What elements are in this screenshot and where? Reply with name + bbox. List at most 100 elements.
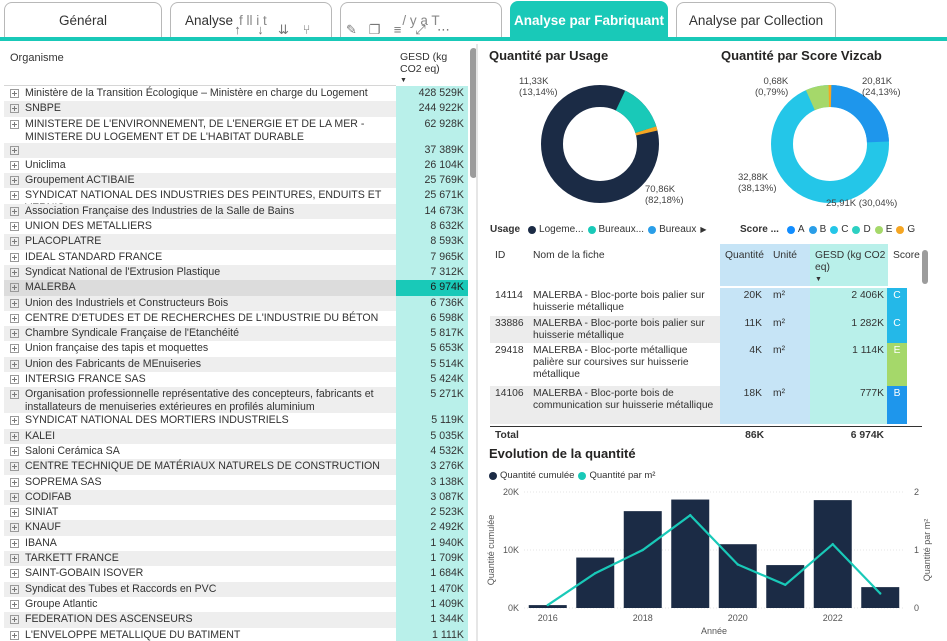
table-row[interactable]: UNION DES METALLIERS 8 632K [4,219,468,235]
expand-icon[interactable] [10,267,19,277]
expand-icon[interactable] [10,104,19,114]
copy-icon[interactable]: ❐ [368,22,381,37]
expand-icon[interactable] [10,599,19,609]
focus-mode-icon[interactable]: ⤢ [415,22,426,37]
legend-next-icon[interactable]: ▶ [700,225,707,234]
table-row[interactable]: SYNDICAT NATIONAL DES INDUSTRIES DES PEI… [4,188,468,214]
drill-icon[interactable]: ⑂ [302,22,311,37]
expand-icon[interactable] [10,176,19,186]
table-row[interactable]: SOPREMA SAS 3 138K [4,474,468,490]
expand-icon[interactable] [10,359,19,369]
expand-icon[interactable] [10,538,19,548]
table-row[interactable]: INTERSIG FRANCE SAS 5 424K [4,372,468,388]
filter-icon[interactable]: ≡ [393,22,402,37]
expand-icon[interactable] [10,584,19,594]
expand-icon[interactable] [10,569,19,579]
table-row[interactable]: SINIAT 2 523K [4,505,468,521]
table-row[interactable]: Union des Fabricants de MEnuiseries 5 514… [4,356,468,373]
expand-icon[interactable] [10,477,19,487]
vertical-scrollbar[interactable] [470,48,476,178]
expand-icon[interactable] [10,222,19,232]
expand-icon[interactable] [10,446,19,456]
expand-icon[interactable] [10,252,19,262]
table-row[interactable]: CODIFAB 3 087K [4,489,468,506]
column-header-gesd[interactable]: GESD (kg CO2 eq) ▼ [810,244,888,286]
table-row[interactable]: Chambre Syndicale Française de l'Etanché… [4,326,468,342]
table-row[interactable]: Organisation professionnelle représentat… [4,387,468,414]
expand-icon[interactable] [10,390,19,400]
table-row[interactable]: Groupe Atlantic 1 409K [4,596,468,613]
table-row[interactable]: Syndicat des Tubes et Raccords en PVC 1 4… [4,581,468,597]
expand-icon[interactable] [10,191,19,201]
expand-icon[interactable] [10,119,19,129]
table-row[interactable]: CENTRE D'ETUDES ET DE RECHERCHES DE L'IN… [4,310,468,327]
sort-up-icon[interactable]: ↑ [234,22,241,37]
expand-icon[interactable] [10,416,19,426]
expand-icon[interactable] [10,462,19,472]
table-row[interactable]: Syndicat National de l'Extrusion Plastiq… [4,264,468,281]
expand-icon[interactable] [10,145,19,155]
bar-quantite-cumulee[interactable] [623,511,662,608]
table-row[interactable]: SNBPE 244 922K [4,101,468,117]
expand-icon[interactable] [10,206,19,216]
table-row[interactable]: KALEI 5 035K [4,428,468,444]
column-header-id[interactable]: ID [495,250,506,261]
table-row[interactable]: 37 389K [4,142,468,158]
table-row[interactable]: SAINT-GOBAIN ISOVER 1 684K [4,566,468,582]
expand-icon[interactable] [10,89,19,98]
usage-slice-logement[interactable] [541,85,659,203]
more-options-icon[interactable]: ⋯ [437,22,450,37]
column-header-unite[interactable]: Unité [768,244,810,286]
expand-icon[interactable] [10,508,19,518]
table-row[interactable]: 14114 MALERBA - Bloc-porte bois palier su… [490,288,922,316]
expand-icon[interactable] [10,630,19,640]
table-row[interactable]: Groupement ACTIBAIE 25 769K [4,173,468,189]
table-row[interactable]: Union française des tapis et moquettes 5 … [4,341,468,357]
table-row[interactable]: Union des Industriels et Constructeurs B… [4,295,468,311]
column-header-score[interactable]: Score [893,250,920,261]
usage-donut-chart[interactable] [538,82,662,206]
column-header-gesd[interactable]: GESD (kg CO2 eq) ▼ [396,44,468,86]
table-row[interactable]: IDEAL STANDARD FRANCE 7 965K [4,249,468,265]
column-header-nom[interactable]: Nom de la fiche [533,250,605,261]
table-row[interactable]: L'ENVELOPPE METALLIQUE DU BATIMENT 1 111K [4,627,468,641]
bar-quantite-cumulee[interactable] [671,499,710,608]
table-row[interactable]: Uniclima 26 104K [4,157,468,174]
table-row[interactable]: PLACOPLATRE 8 593K [4,234,468,250]
expand-icon[interactable] [10,523,19,533]
table-row[interactable]: MALERBA 6 974K [4,280,468,296]
expand-icon[interactable] [10,313,19,323]
expand-icon[interactable] [10,237,19,247]
table-row[interactable]: MINISTERE DE L'ENVIRONNEMENT, DE L'ENERG… [4,116,468,143]
bar-quantite-cumulee[interactable] [528,605,567,608]
table-row[interactable]: 14106 MALERBA - Bloc-porte bois de commun… [490,386,922,424]
bar-quantite-cumulee[interactable] [813,500,852,608]
table-row[interactable]: 33886 MALERBA - Bloc-porte bois palier su… [490,316,922,343]
table-row[interactable]: 29418 MALERBA - Bloc-porte métallique pal… [490,343,922,386]
expand-icon[interactable] [10,344,19,354]
score-donut-chart[interactable] [768,82,892,206]
bar-quantite-cumulee[interactable] [766,565,805,608]
expand-icon[interactable] [10,492,19,502]
table-row[interactable]: SYNDICAT NATIONAL DES MORTIERS INDUSTRIE… [4,413,468,429]
score-slice-g[interactable] [771,85,889,203]
expand-icon[interactable] [10,375,19,385]
bar-quantite-cumulee[interactable] [861,587,900,608]
table-row[interactable]: Association Française des Industries de … [4,203,468,220]
tab-general[interactable]: Général [4,2,162,38]
tab-analyse-par-fabriquant[interactable]: Analyse par Fabriquant [510,1,668,39]
table-row[interactable]: TARKETT FRANCE 1 709K [4,551,468,567]
pin-icon[interactable]: ✎ [346,22,357,37]
expand-icon[interactable] [10,160,19,170]
expand-icon[interactable] [10,615,19,625]
tab-analyse[interactable]: Analyse f ll i t [170,2,332,38]
bar-quantite-cumulee[interactable] [718,544,757,608]
column-header-organisme[interactable]: Organisme [10,52,64,64]
expand-icon[interactable] [10,329,19,339]
expand-icon[interactable] [10,283,19,293]
expand-icon[interactable] [10,431,19,441]
table-row[interactable]: IBANA 1 940K [4,535,468,552]
expand-icon[interactable] [10,298,19,308]
tab-hidden[interactable]: / y a T [340,2,502,38]
table-row[interactable]: Ministère de la Transition Écologique – … [4,86,468,102]
